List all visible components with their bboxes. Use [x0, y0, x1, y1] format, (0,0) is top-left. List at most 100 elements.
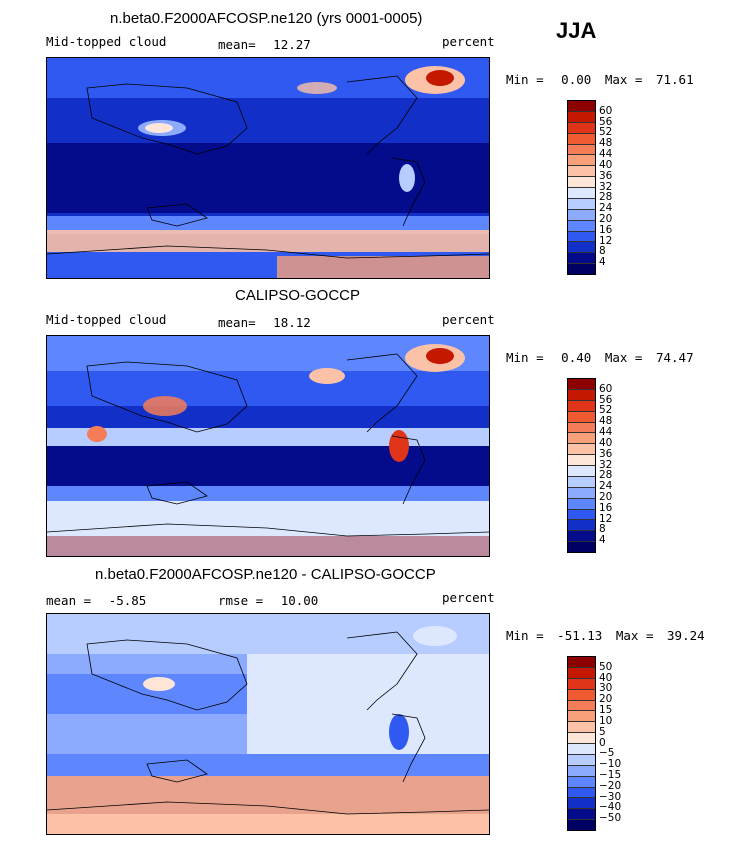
- panel2-map-itcz: [47, 428, 489, 446]
- panel3-max-value: 39.24: [667, 628, 705, 643]
- colorbar-tick-label: −5: [599, 747, 615, 760]
- colorbar-tick-label: 8: [599, 523, 606, 536]
- colorbar-swatch-2-5: [568, 711, 595, 723]
- colorbar-swatch-1-15: [568, 542, 595, 552]
- colorbar-tick-label: 56: [599, 393, 613, 406]
- colorbar-swatch-0-15: [568, 264, 595, 274]
- colorbar-swatch-2-10: [568, 765, 595, 777]
- colorbar-swatch-1-9: [568, 476, 595, 488]
- panel1-colorbar: [567, 100, 596, 275]
- colorbar-swatch-1-14: [568, 531, 595, 543]
- colorbar-swatch-0-10: [568, 209, 595, 221]
- colorbar-swatch-0-13: [568, 242, 595, 254]
- colorbar-tick-label: 44: [599, 148, 613, 161]
- colorbar-swatch-0-3: [568, 133, 595, 145]
- panel1-map-south-band: [47, 216, 489, 234]
- panel1-units: percent: [442, 34, 495, 49]
- colorbar-tick-label: 20: [599, 490, 613, 503]
- colorbar-swatch-0-1: [568, 111, 595, 123]
- colorbar-tick-label: 60: [599, 382, 613, 395]
- colorbar-swatch-0-9: [568, 198, 595, 210]
- colorbar-swatch-0-2: [568, 122, 595, 134]
- colorbar-tick-label: 12: [599, 512, 613, 525]
- colorbar-swatch-2-6: [568, 722, 595, 734]
- colorbar-swatch-1-7: [568, 455, 595, 466]
- colorbar-swatch-1-10: [568, 487, 595, 499]
- colorbar-tick-label: 4: [599, 534, 606, 547]
- panel2-variable-label: Mid-topped cloud: [46, 312, 167, 327]
- colorbar-tick-label: 50: [599, 660, 613, 673]
- colorbar-tick-label: −30: [599, 790, 622, 803]
- panel2-min-label: Min =: [506, 350, 544, 365]
- panel1-map-coast-australia: [146, 203, 208, 227]
- colorbar-tick-label: 52: [599, 126, 613, 139]
- colorbar-tick-label: 44: [599, 426, 613, 439]
- panel3-map-pacific-pale: [247, 654, 489, 754]
- colorbar-swatch-0-7: [568, 177, 595, 188]
- colorbar-tick-label: 20: [599, 693, 613, 706]
- colorbar-tick-label: 36: [599, 169, 613, 182]
- colorbar-swatch-0-14: [568, 253, 595, 265]
- panel2-map-coast-antarctica: [47, 523, 489, 537]
- colorbar-swatch-2-1: [568, 667, 595, 679]
- panel2-map-coast-eurasia: [86, 361, 248, 433]
- colorbar-tick-label: 20: [599, 212, 613, 225]
- colorbar-swatch-2-7: [568, 733, 595, 744]
- colorbar-tick-label: 15: [599, 704, 613, 717]
- colorbar-swatch-2-14: [568, 809, 595, 821]
- panel1-map-tibet: [145, 123, 173, 133]
- colorbar-tick-label: 16: [599, 223, 613, 236]
- colorbar-tick-label: 56: [599, 115, 613, 128]
- panel1-map-tropics: [47, 143, 489, 213]
- panel1-map-greenland: [426, 70, 454, 86]
- colorbar-swatch-0-0: [568, 101, 595, 112]
- colorbar-swatch-2-15: [568, 820, 595, 830]
- colorbar-tick-label: 10: [599, 714, 613, 727]
- panel3-map-greenland: [413, 626, 457, 646]
- colorbar-tick-label: 24: [599, 480, 613, 493]
- panel2-colorbar: [567, 378, 596, 553]
- colorbar-swatch-1-13: [568, 520, 595, 532]
- panel1-map-coast-namerica: [346, 75, 418, 155]
- panel3-map: [46, 613, 490, 835]
- colorbar-swatch-0-12: [568, 231, 595, 243]
- panel2-units: percent: [442, 312, 495, 327]
- panel2-map-greenland: [426, 348, 454, 364]
- panel3-min-value: -51.13: [557, 628, 603, 643]
- colorbar-tick-label: 32: [599, 458, 613, 471]
- panel3-map-coast-samerica: [391, 713, 426, 783]
- colorbar-tick-label: 40: [599, 158, 613, 171]
- colorbar-tick-label: 40: [599, 436, 613, 449]
- colorbar-swatch-0-4: [568, 144, 595, 156]
- colorbar-tick-label: 28: [599, 469, 613, 482]
- panel2-map-subtropics-south: [47, 446, 489, 486]
- panel3-rmse-label: rmse =: [218, 593, 264, 608]
- panel3-map-coast-australia: [146, 759, 208, 783]
- panel1-max-value: 71.61: [655, 72, 694, 87]
- colorbar-tick-label: 4: [599, 256, 606, 269]
- panel1-min-label: Min =: [506, 72, 544, 87]
- colorbar-tick-label: 32: [599, 180, 613, 193]
- colorbar-swatch-1-3: [568, 411, 595, 423]
- colorbar-tick-label: 0: [599, 736, 606, 749]
- panel2-map-coast-namerica: [346, 353, 418, 433]
- panel2-min-value: 0.40: [561, 350, 592, 365]
- colorbar-swatch-0-6: [568, 166, 595, 178]
- colorbar-swatch-1-8: [568, 466, 595, 477]
- panel2-map-antarctica: [47, 536, 489, 556]
- colorbar-swatch-1-6: [568, 444, 595, 456]
- panel3-map-southern-ocean: [47, 776, 489, 816]
- panel1-map-antarctic-high: [277, 256, 489, 278]
- colorbar-tick-label: 30: [599, 682, 613, 695]
- colorbar-swatch-2-4: [568, 700, 595, 712]
- panel2-mean-value: 18.12: [273, 315, 311, 330]
- colorbar-swatch-1-1: [568, 389, 595, 401]
- colorbar-tick-label: 24: [599, 202, 613, 215]
- colorbar-swatch-1-2: [568, 400, 595, 412]
- panel2-map: [46, 335, 490, 557]
- panel3-mean-label: mean =: [46, 593, 92, 608]
- colorbar-tick-label: 40: [599, 671, 613, 684]
- panel3-map-coast-namerica: [346, 631, 418, 711]
- panel1-title: n.beta0.F2000AFCOSP.ne120 (yrs 0001-0005…: [110, 10, 423, 27]
- colorbar-tick-label: −50: [599, 812, 622, 825]
